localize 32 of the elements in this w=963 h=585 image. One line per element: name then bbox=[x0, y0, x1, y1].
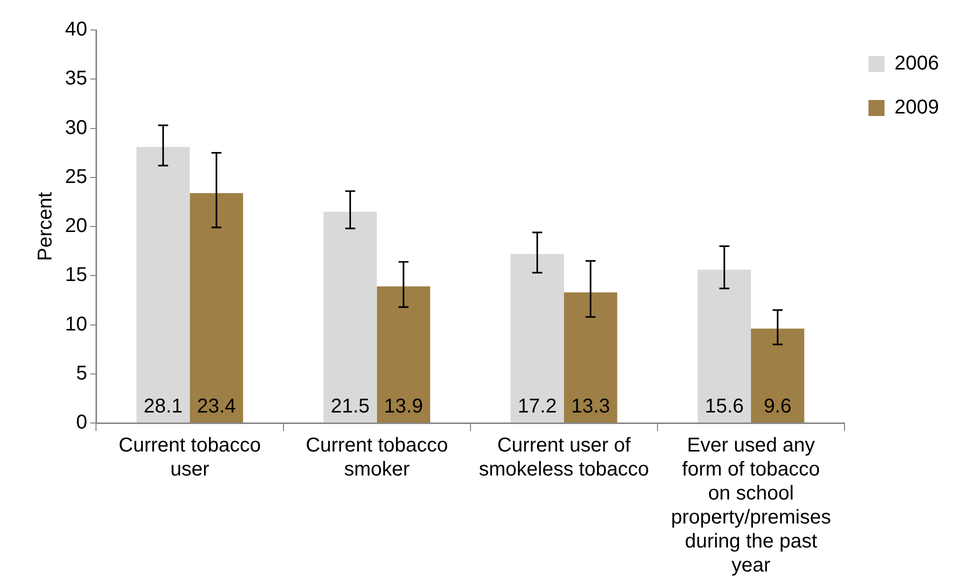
bar bbox=[190, 193, 244, 422]
y-tick-label: 40 bbox=[64, 18, 88, 41]
bar bbox=[698, 270, 751, 422]
x-tick-label: Current tobacco smoker bbox=[306, 434, 448, 481]
legend-label: 2009 bbox=[894, 96, 940, 119]
bar bbox=[564, 292, 618, 422]
data-label: 13.9 bbox=[384, 396, 423, 418]
legend-label: 2006 bbox=[894, 52, 940, 75]
y-tick-label: 25 bbox=[64, 166, 88, 188]
bar bbox=[376, 286, 430, 422]
y-tick-label: 20 bbox=[64, 215, 88, 238]
y-tick-label: 10 bbox=[64, 313, 88, 336]
bar bbox=[136, 146, 190, 422]
x-tick-label: Current user of smokeless tobacco bbox=[478, 434, 649, 481]
y-tick-label: 35 bbox=[64, 68, 88, 90]
y-tick-label: 30 bbox=[64, 116, 88, 139]
x-tick-label: Current tobacco user bbox=[118, 434, 261, 481]
data-label: 17.2 bbox=[518, 396, 557, 418]
x-tick-label: Ever used any form of tobacco on school property/premises during the past year bbox=[670, 434, 832, 577]
data-label: 9.6 bbox=[764, 396, 792, 418]
data-label: 23.4 bbox=[196, 396, 236, 418]
y-tick-label: 15 bbox=[64, 264, 88, 286]
bar bbox=[510, 254, 564, 422]
y-axis-title: Percent bbox=[34, 192, 57, 261]
bar bbox=[750, 328, 804, 422]
data-label: 13.3 bbox=[571, 396, 610, 418]
data-label: 21.5 bbox=[330, 396, 370, 418]
data-label: 15.6 bbox=[704, 396, 744, 418]
y-tick-label: 5 bbox=[76, 362, 88, 384]
data-label: 28.1 bbox=[144, 396, 183, 418]
bar bbox=[324, 212, 377, 422]
y-tick-label: 0 bbox=[76, 412, 88, 434]
